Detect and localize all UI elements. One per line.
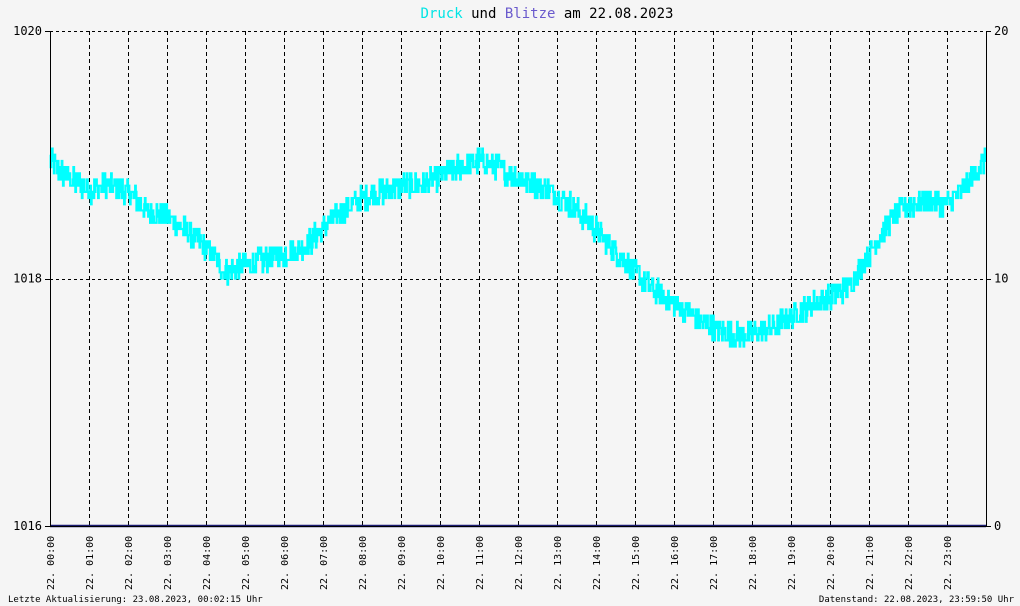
title-und: und bbox=[463, 6, 505, 22]
x-tick-label-1: 22. 01:00 bbox=[85, 536, 96, 590]
y-right-tick-label-1: 10 bbox=[994, 272, 1008, 286]
title-date: am 22.08.2023 bbox=[555, 6, 673, 22]
x-tick-label-7: 22. 07:00 bbox=[319, 536, 330, 590]
axes bbox=[50, 31, 987, 527]
x-tick-label-13: 22. 13:00 bbox=[553, 536, 564, 590]
series-druck-line bbox=[49, 147, 987, 348]
x-tick-label-23: 22. 23:00 bbox=[943, 536, 954, 590]
x-tick-label-14: 22. 14:00 bbox=[592, 536, 603, 590]
y-right-tick-label-0: 0 bbox=[994, 519, 1001, 533]
x-tick-label-6: 22. 06:00 bbox=[280, 536, 291, 590]
x-tick-label-10: 22. 10:00 bbox=[436, 536, 447, 590]
x-tick-label-0: 22. 00:00 bbox=[46, 536, 57, 590]
x-tick-label-21: 22. 21:00 bbox=[865, 536, 876, 590]
title-blitze: Blitze bbox=[505, 6, 556, 22]
y-left-tick-label-1: 1018 bbox=[13, 272, 42, 286]
x-tick-label-8: 22. 08:00 bbox=[358, 536, 369, 590]
x-tick-labels: 22. 00:00 22. 01:00 22. 02:00 22. 03:00 22. … bbox=[46, 536, 954, 590]
x-tick-label-19: 22. 19:00 bbox=[787, 536, 798, 590]
grid-lines bbox=[50, 31, 986, 527]
x-tick-label-12: 22. 12:00 bbox=[514, 536, 525, 590]
footer-last-update: Letzte Aktualisierung: 23.08.2023, 00:02… bbox=[8, 595, 263, 605]
title-druck: Druck bbox=[421, 6, 464, 22]
y-left-tick-label-0: 1016 bbox=[13, 519, 42, 533]
x-tick-label-9: 22. 09:00 bbox=[397, 536, 408, 590]
x-tick-label-11: 22. 11:00 bbox=[475, 536, 486, 590]
chart-title: Druck und Blitze am 22.08.2023 bbox=[421, 6, 674, 22]
y-right-tick-label-2: 20 bbox=[994, 24, 1008, 38]
x-tick-label-3: 22. 03:00 bbox=[163, 536, 174, 590]
x-tick-label-18: 22. 18:00 bbox=[748, 536, 759, 590]
x-tick-label-5: 22. 05:00 bbox=[241, 536, 252, 590]
x-tick-label-15: 22. 15:00 bbox=[631, 536, 642, 590]
x-tick-label-2: 22. 02:00 bbox=[124, 536, 135, 590]
x-tick-label-17: 22. 17:00 bbox=[709, 536, 720, 590]
x-tick-label-4: 22. 04:00 bbox=[202, 536, 213, 590]
x-tick-label-16: 22. 16:00 bbox=[670, 536, 681, 590]
y-left-tick-label-2: 1020 bbox=[13, 24, 42, 38]
x-tick-label-22: 22. 22:00 bbox=[904, 536, 915, 590]
x-tick-label-20: 22. 20:00 bbox=[826, 536, 837, 590]
footer-data-status: Datenstand: 22.08.2023, 23:59:50 Uhr bbox=[819, 595, 1015, 605]
